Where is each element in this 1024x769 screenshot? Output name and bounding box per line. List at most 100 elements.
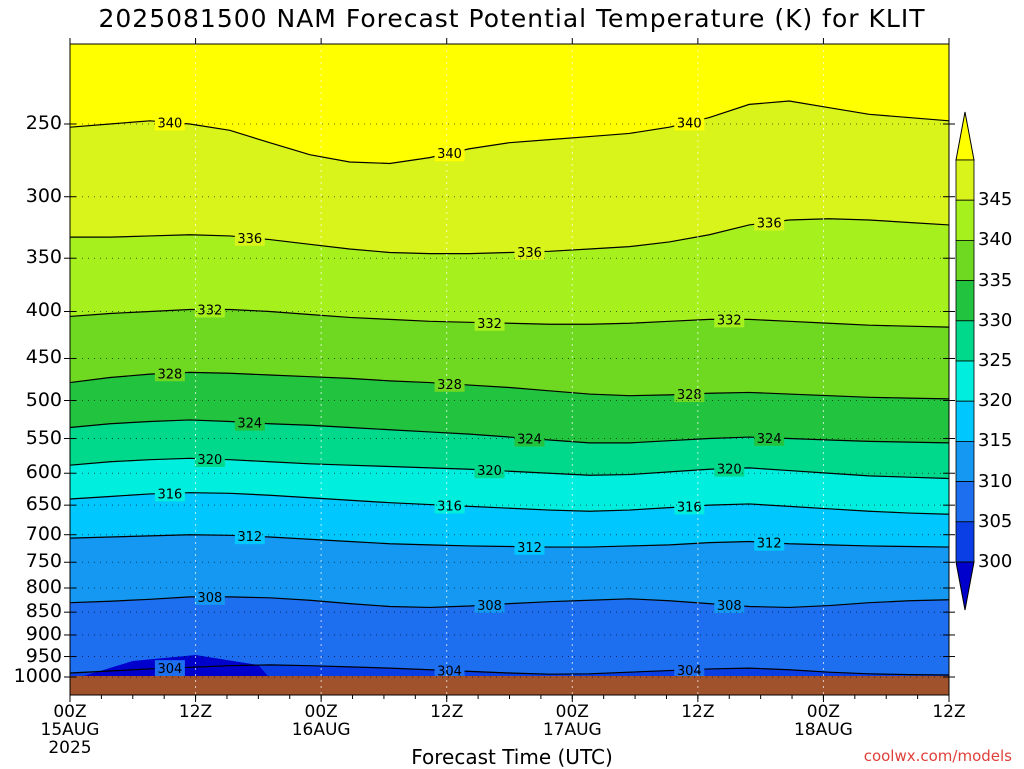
isentrope-label: 320 [717, 463, 742, 478]
colorbar-extend-top [955, 111, 975, 161]
theta-band [70, 218, 949, 328]
x-tick-label: 12Z [407, 703, 487, 721]
isentrope-label-bg [474, 462, 505, 479]
isentrope-label-bg [714, 460, 745, 477]
colorbar-label: 305 [978, 510, 1013, 532]
isentrope-label-bg [434, 375, 465, 392]
y-tick-label: 250 [25, 112, 62, 134]
y-tick-label: 900 [25, 622, 62, 645]
isentrope-label: 332 [477, 317, 502, 332]
isentrope-label-bg [234, 414, 265, 431]
isentrope-label: 340 [677, 116, 702, 131]
isentrope-label: 304 [157, 662, 182, 677]
x-tick-hour: 00Z [53, 702, 87, 722]
colorbar [955, 111, 975, 611]
isentrope-label-bg [475, 28, 505, 44]
isentrope-label: 332 [197, 303, 222, 318]
y-tick-label: 950 [25, 644, 62, 667]
y-tick-label: 350 [25, 246, 62, 269]
colorbar-label: 330 [978, 309, 1013, 331]
x-tick-hour: 12Z [430, 702, 464, 722]
colorbar-label: 300 [978, 551, 1013, 572]
theta-band [70, 101, 949, 254]
isentrope-label-bg [234, 229, 265, 246]
isentrope-label: 320 [477, 464, 502, 479]
isentrope-label-bg [754, 214, 785, 231]
colorbar-segment [955, 481, 975, 523]
y-tick-label: 650 [25, 493, 62, 516]
x-tick-hour: 12Z [932, 702, 966, 722]
isentrope-label-bg [154, 365, 185, 382]
isentrope-label: 344 [717, 30, 742, 45]
isentrope-label: 344 [477, 30, 502, 45]
colorbar-label: 340 [978, 229, 1013, 251]
isentrope-label: 328 [677, 388, 702, 403]
isentrope-label: 312 [517, 541, 542, 556]
isentrope-label-bg [474, 314, 505, 331]
isentrope-label-bg [714, 311, 745, 328]
isentrope-label: 336 [517, 246, 542, 261]
x-tick-label: 00Z 17AUG [532, 703, 612, 739]
colorbar-segment [955, 199, 975, 241]
isentrope-label-bg [194, 451, 225, 468]
colorbar-segment [955, 521, 975, 563]
credit-text: coolwx.com/models [863, 747, 1012, 765]
colorbar-segment [955, 159, 975, 201]
isentrope-label-bg [474, 596, 505, 613]
colorbar-segment [955, 320, 975, 362]
y-tick-label: 500 [25, 388, 62, 411]
isentrope-label: 316 [437, 499, 462, 514]
isentrope-label: 308 [197, 591, 222, 606]
x-tick-label: 00Z 16AUG [281, 703, 361, 739]
colorbar-segment [955, 440, 975, 482]
y-tick-label: 750 [25, 550, 62, 573]
filled-contours [70, 44, 949, 695]
y-tick-label: 550 [25, 426, 62, 449]
x-tick-year: 2025 [48, 738, 92, 758]
isentrope-label: 332 [717, 313, 742, 328]
isentrope-label-bg [514, 243, 545, 260]
theta-band [70, 372, 949, 443]
y-tick-label: 600 [25, 461, 62, 484]
isentrope-label: 320 [197, 453, 222, 468]
x-tick-date: 16AUG [291, 720, 351, 740]
x-tick-label: 12Z [156, 703, 236, 721]
isentrope-label: 308 [477, 599, 502, 614]
colorbar-label: 345 [978, 189, 1013, 211]
isentrope-label: 324 [237, 417, 262, 432]
x-tick-label: 12Z [909, 703, 989, 721]
isentrope-label: 328 [437, 378, 462, 393]
isentrope-label-bg [154, 485, 185, 502]
isentrope-label-bg [154, 660, 185, 677]
colorbar-segment [955, 280, 975, 322]
colorbar-segment [955, 360, 975, 402]
x-tick-hour: 00Z [555, 702, 589, 722]
y-tick-label: 1000 [13, 665, 62, 687]
isentrope-label: 304 [437, 665, 462, 680]
colorbar-segment [955, 400, 975, 442]
isentrope-label: 336 [237, 232, 262, 247]
x-tick-hour: 12Z [681, 702, 715, 722]
isentrope-label: 324 [517, 433, 542, 448]
colorbar-extend-bottom [955, 561, 975, 611]
y-tick-label: 400 [25, 299, 62, 322]
theta-band [70, 309, 949, 399]
theta-band [70, 596, 949, 676]
isentrope-label-bg [514, 538, 545, 555]
ground-surface [70, 676, 949, 695]
chart-title: 2025081500 NAM Forecast Potential Temper… [98, 4, 926, 33]
x-tick-hour: 00Z [806, 702, 841, 722]
isentrope-label-bg [754, 534, 785, 551]
isentrope-label-bg [714, 597, 745, 614]
isentrope-label: 308 [717, 599, 742, 614]
isentrope-312 [70, 534, 949, 548]
colorbar-label: 315 [978, 430, 1013, 452]
isentrope-label-bg [674, 114, 705, 131]
colorbar-segment [955, 239, 975, 281]
isentrope-316 [70, 492, 949, 515]
theta-band [70, 44, 949, 164]
x-axis-title: Forecast Time (UTC) [411, 745, 613, 769]
isentrope-label-bg [434, 145, 465, 162]
x-tick-hour: 00Z [304, 702, 338, 722]
